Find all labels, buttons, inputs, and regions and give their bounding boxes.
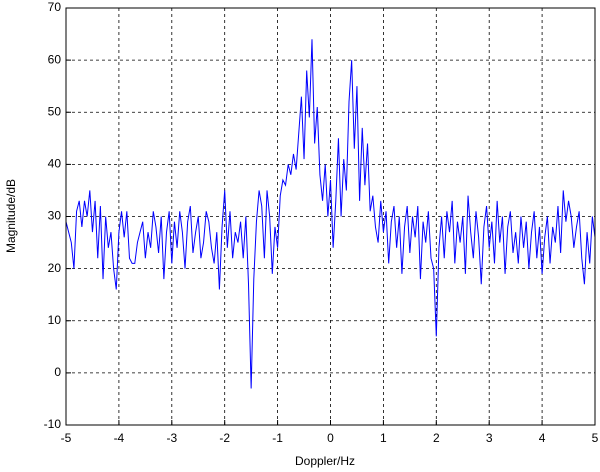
y-tick-label: 0: [54, 365, 61, 379]
x-axis-label: Doppler/Hz: [295, 454, 355, 468]
x-tick-label: -5: [61, 431, 72, 445]
x-tick-label: 2: [433, 431, 440, 445]
x-tick-label: 4: [539, 431, 546, 445]
y-tick-label: 50: [48, 104, 62, 118]
y-axis-label: Magnitude/dB: [4, 179, 18, 253]
plot-frame: [65, 7, 596, 426]
y-tick-label: -10: [44, 417, 62, 431]
y-tick-label: 70: [48, 0, 62, 14]
y-tick-label: 10: [48, 313, 62, 327]
x-tick-label: 0: [327, 431, 334, 445]
x-tick-label: -2: [219, 431, 230, 445]
data-line: [65, 39, 596, 389]
x-tick-label: 3: [486, 431, 493, 445]
y-tick-label: 60: [48, 52, 62, 66]
x-tick-label: -1: [272, 431, 283, 445]
x-tick-label: 1: [380, 431, 387, 445]
y-tick-label: 40: [48, 157, 62, 171]
x-tick-label: -3: [166, 431, 177, 445]
y-tick-label: 30: [48, 209, 62, 223]
x-tick-label: 5: [592, 431, 599, 445]
y-tick-label: 20: [48, 261, 62, 275]
x-tick-label: -4: [114, 431, 125, 445]
